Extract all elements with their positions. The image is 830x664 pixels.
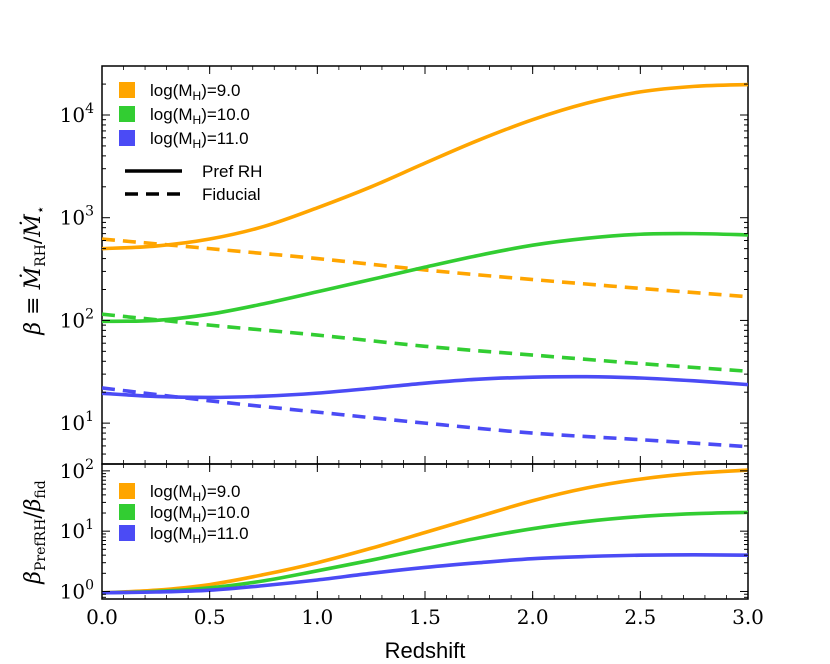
bottom-panel: 100 101 102 0.0 0.5 1.0 1.5 2.0 2.5 3.0 log(MH)=… xyxy=(21,457,764,629)
legend-label: log(MH)=10.0 xyxy=(150,105,250,127)
legend-swatch xyxy=(119,106,135,122)
x-tick-label: 1.5 xyxy=(409,605,441,629)
legend-label: log(MH)=9.0 xyxy=(150,81,240,103)
y-tick-label: 104 xyxy=(60,101,94,127)
y-tick-label: 103 xyxy=(60,204,94,230)
top-series-group xyxy=(102,82,748,449)
y-tick-label: 102 xyxy=(60,457,94,483)
y-tick-label: 101 xyxy=(60,409,94,435)
series-line-top-log-mh-9-0-pref-rh xyxy=(102,82,748,251)
legend-swatch xyxy=(119,82,135,98)
y-tick-label: 101 xyxy=(60,517,94,543)
legend-style-label: Pref RH xyxy=(202,162,262,181)
legend-style-label: Fiducial xyxy=(202,185,261,204)
y-tick-label: 102 xyxy=(60,306,94,332)
bottom-series-group xyxy=(102,468,748,595)
series-line-top-log-mh-10-0-pref-rh xyxy=(102,231,748,324)
legend-swatch xyxy=(119,504,135,520)
x-tick-label: 2.0 xyxy=(517,605,549,629)
series-line-top-log-mh-11-0-fiducial xyxy=(102,386,748,449)
y-tick-label: 100 xyxy=(60,577,94,603)
series-line-bottom-log-mh-9-0-ratio xyxy=(102,468,748,595)
series-line-bottom-log-mh-10-0-ratio xyxy=(102,510,748,595)
legend-swatch xyxy=(119,525,135,541)
legend-label: log(MH)=11.0 xyxy=(150,524,249,546)
bottom-x-ticks xyxy=(101,464,749,599)
x-tick-label: 0.5 xyxy=(194,605,226,629)
series-line-top-log-mh-11-0-pref-rh xyxy=(102,374,748,400)
bottom-y-ticks: 100 101 102 xyxy=(60,457,748,603)
bottom-y-axis-title: βPrefRH/βfid xyxy=(21,480,49,585)
x-tick-label: 2.5 xyxy=(624,605,656,629)
series-line-top-log-mh-9-0-fiducial xyxy=(102,237,748,299)
x-tick-label: 3.0 xyxy=(732,605,764,629)
top-panel: 101 102 103 104 log(MH)=9.0log(MH)=10.0log(… xyxy=(19,65,749,465)
legend-label: log(MH)=11.0 xyxy=(150,129,249,151)
x-tick-label: 0.0 xyxy=(86,605,118,629)
x-tick-labels: 0.0 0.5 1.0 1.5 2.0 2.5 3.0 xyxy=(86,605,764,629)
legend-swatch xyxy=(119,130,135,146)
legend-label: log(MH)=10.0 xyxy=(150,503,250,525)
x-axis-title: Redshift xyxy=(385,638,466,663)
x-tick-label: 1.0 xyxy=(301,605,333,629)
legend-label: log(MH)=9.0 xyxy=(150,482,240,504)
series-line-bottom-log-mh-11-0-ratio xyxy=(102,553,748,595)
top-y-axis-title: β ≡ ṀRH/Ṁ⋆ xyxy=(19,205,49,335)
legend-swatch xyxy=(119,483,135,499)
top-y-ticks: 101 102 103 104 xyxy=(60,65,748,465)
series-line-top-log-mh-10-0-fiducial xyxy=(102,312,748,374)
